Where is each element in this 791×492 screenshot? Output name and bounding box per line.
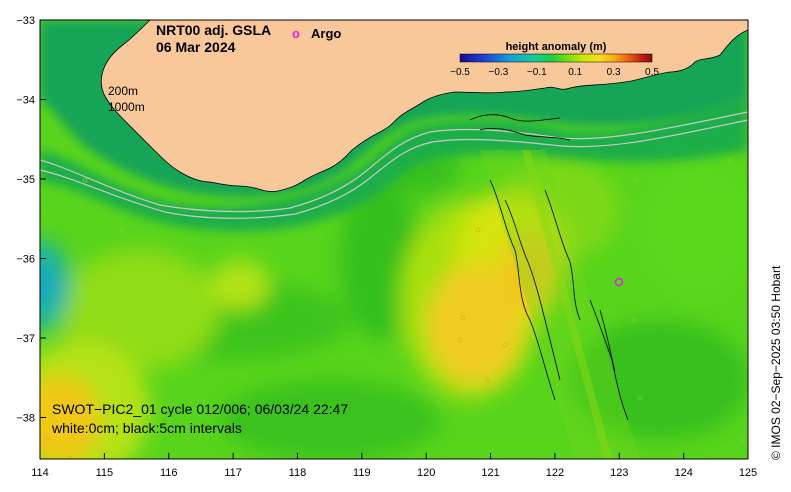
colorbar-tick-label: −0.5 (450, 67, 470, 78)
y-axis: −33 −34 −35 −36 −37 −38 (16, 15, 46, 425)
x-tick-label: 115 (96, 467, 114, 479)
colorbar-title: height anomaly (m) (506, 41, 607, 53)
imos-credit: © IMOS 02−Sep−2025 03:50 Hobart (769, 265, 783, 460)
y-tick-label: −36 (16, 254, 35, 266)
x-tick-label: 124 (674, 467, 692, 479)
x-tick-label: 121 (481, 467, 499, 479)
plot-frame (39, 19, 749, 460)
colorbar-tick-label: −0.3 (489, 67, 509, 78)
x-tick-label: 117 (224, 467, 242, 479)
y-tick-label: −34 (16, 95, 35, 107)
isobath-200m (40, 111, 748, 213)
y-tick-label: −35 (16, 174, 35, 186)
argo-legend-label: Argo (311, 26, 341, 41)
x-tick-label: 116 (160, 467, 178, 479)
colorbar: height anomaly (m) −0.5 −0.3 −0.1 0.1 0.3 0.5 (450, 41, 659, 78)
map-title-line1: NRT00 adj. GSLA (156, 22, 271, 38)
x-tick-label: 119 (353, 467, 371, 479)
y-tick-label: −37 (16, 333, 35, 345)
land-australia (100, 20, 748, 192)
isobath-1000m (40, 119, 748, 219)
map-title-line2: 06 Mar 2024 (156, 39, 236, 55)
x-tick-label: 118 (289, 467, 307, 479)
swot-pass-info: SWOT−PIC2_01 cycle 012/006; 06/03/24 22:… (52, 401, 348, 417)
colorbar-tick-label: 0.1 (568, 67, 582, 78)
swath-points (45, 197, 508, 459)
isobath-label-1000m: 1000m (108, 100, 145, 114)
y-tick-label: −38 (16, 413, 35, 425)
colorbar-tick-label: 0.5 (645, 67, 659, 78)
x-tick-label: 120 (417, 467, 435, 479)
x-axis: 114 115 116 117 118 119 120 121 122 123 124 125 (31, 453, 757, 479)
colorbar-tick-label: 0.3 (607, 67, 621, 78)
y-tick-label: −33 (16, 15, 35, 27)
colorbar-tick-label: −0.1 (527, 67, 547, 78)
argo-float-marker (614, 277, 624, 287)
isobath-label-200m: 200m (108, 84, 138, 98)
colorbar-ramp (459, 53, 653, 63)
x-tick-label: 123 (610, 467, 628, 479)
x-tick-label: 122 (546, 467, 564, 479)
x-tick-label: 125 (739, 467, 757, 479)
contour-interval-info: white:0cm; black:5cm intervals (51, 420, 242, 436)
height-anomaly-field (40, 20, 748, 459)
swot-contours (469, 114, 629, 421)
x-tick-label: 114 (31, 467, 49, 479)
argo-legend-symbol: o (292, 26, 300, 41)
